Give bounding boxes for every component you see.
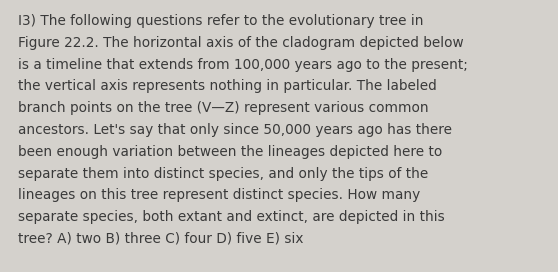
Text: the vertical axis represents nothing in particular. The labeled: the vertical axis represents nothing in … [18, 79, 437, 93]
Text: branch points on the tree (V—Z) represent various common: branch points on the tree (V—Z) represen… [18, 101, 429, 115]
Text: tree? A) two B) three C) four D) five E) six: tree? A) two B) three C) four D) five E)… [18, 232, 304, 246]
Text: I3) The following questions refer to the evolutionary tree in: I3) The following questions refer to the… [18, 14, 424, 28]
Text: separate species, both extant and extinct, are depicted in this: separate species, both extant and extinc… [18, 210, 445, 224]
Text: is a timeline that extends from 100,000 years ago to the present;: is a timeline that extends from 100,000 … [18, 58, 468, 72]
Text: Figure 22.2. The horizontal axis of the cladogram depicted below: Figure 22.2. The horizontal axis of the … [18, 36, 464, 50]
Text: ancestors. Let's say that only since 50,000 years ago has there: ancestors. Let's say that only since 50,… [18, 123, 452, 137]
Text: separate them into distinct species, and only the tips of the: separate them into distinct species, and… [18, 166, 428, 181]
Text: lineages on this tree represent distinct species. How many: lineages on this tree represent distinct… [18, 188, 420, 202]
Text: been enough variation between the lineages depicted here to: been enough variation between the lineag… [18, 145, 442, 159]
